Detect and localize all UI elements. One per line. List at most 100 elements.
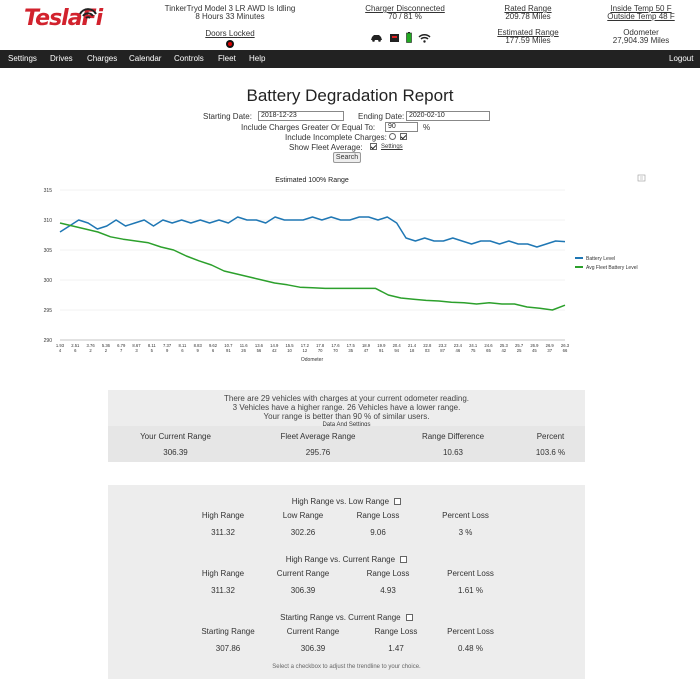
nav-help[interactable]: Help <box>249 54 266 63</box>
doors-status[interactable]: Doors Locked <box>190 30 270 48</box>
odometer-value: 27,904.39 Miles <box>612 36 670 45</box>
x-tick-sublabel: 42 <box>272 348 277 353</box>
incomplete-radio[interactable] <box>389 133 396 140</box>
odometer-label: Odometer <box>623 28 659 37</box>
x-tick-label: 17.6 <box>331 343 340 348</box>
nav-calendar[interactable]: Calendar <box>129 54 162 63</box>
comparison-3-header-1: Starting Range <box>201 627 255 636</box>
x-tick-label: 23.2 <box>438 343 447 348</box>
vehicle-status-line1: TinkerTryd Model 3 LR AWD Is Idling <box>164 4 296 13</box>
value-percent: 103.6 % <box>535 448 566 457</box>
y-tick-label: 305 <box>44 248 53 254</box>
comparison-1-value-4: 3 % <box>458 528 473 537</box>
x-tick-sublabel: 46 <box>456 348 461 353</box>
include-ge-input[interactable]: 90 <box>385 122 418 132</box>
rated-range-label[interactable]: Rated Range <box>504 4 552 13</box>
end-date-input[interactable]: 2020-02-10 <box>406 111 490 121</box>
comparison-1-header-2: Low Range <box>282 511 324 520</box>
chart-legend: Battery Level Avg Fleet Battery Level <box>575 256 638 271</box>
x-tick-sublabel: 26 <box>241 348 246 353</box>
estimated-range-label[interactable]: Estimated Range <box>497 28 559 37</box>
footer-note: Select a checkbox to adjust the trendlin… <box>272 664 421 670</box>
nav-logout[interactable]: Logout <box>669 54 694 63</box>
teslafi-logo[interactable]: TeslaFi <box>24 6 103 31</box>
estimated-range[interactable]: Estimated Range 177.59 Miles <box>488 29 568 45</box>
settings-link[interactable]: Settings <box>381 144 403 150</box>
x-tick-label: 21.4 <box>408 343 417 348</box>
comparison-2-header-1: High Range <box>201 569 245 578</box>
header-fleet-average-range: Fleet Average Range <box>280 432 356 441</box>
chart-menu-icon[interactable] <box>637 174 646 182</box>
x-tick-sublabel: 56 <box>257 348 262 353</box>
x-tick-sublabel: 37 <box>547 348 552 353</box>
fleet-checkbox[interactable] <box>370 143 377 150</box>
x-tick-label: 24.1 <box>469 343 478 348</box>
x-tick-label: 19.9 <box>377 343 386 348</box>
charger-status[interactable]: Charger Disconnected 70 / 81 % <box>350 5 460 21</box>
nav-charges[interactable]: Charges <box>87 54 118 63</box>
value-your-current-range: 306.39 <box>163 448 188 457</box>
y-tick-label: 295 <box>44 308 53 314</box>
legend-label: Battery Level <box>586 256 615 262</box>
value-fleet-average-range: 295.76 <box>305 448 331 457</box>
chart-title: Estimated 100% Range <box>275 177 349 184</box>
nav-settings[interactable]: Settings <box>8 54 37 63</box>
x-tick-sublabel: 6 <box>212 348 215 353</box>
comparison-2-value-2: 306.39 <box>290 586 316 595</box>
x-tick-label: 13.6 <box>255 343 264 348</box>
x-tick-label: 26.9 <box>546 343 555 348</box>
search-button[interactable]: Search <box>333 152 361 163</box>
comparison-2-checkbox[interactable] <box>400 556 408 563</box>
x-tick-label: 17.2 <box>301 343 310 348</box>
outside-temp[interactable]: Outside Temp 48 F <box>607 12 675 21</box>
comparison-2-header-2: Current Range <box>276 569 330 578</box>
header-percent: Percent <box>536 432 565 441</box>
x-tick-label: 6.79 <box>117 343 126 348</box>
degradation-chart: Estimated 100% Range 290295300305310315 … <box>44 174 646 363</box>
inside-temp[interactable]: Inside Temp 50 F <box>610 4 672 13</box>
x-tick-label: 8.11 <box>179 343 188 348</box>
nav-drives[interactable]: Drives <box>50 54 73 63</box>
include-ge-label: Include Charges Greater Or Equal To: <box>241 123 376 132</box>
x-tick-label: 10.7 <box>224 343 233 348</box>
x-tick-sublabel: 7 <box>120 348 123 353</box>
charger-value: 70 / 81 % <box>388 12 422 21</box>
comparison-3-value-1: 307.86 <box>215 644 241 653</box>
chart-x-ticks: 1.9342.5163.7625.3626.7978.6738.1157.379… <box>56 343 570 353</box>
x-tick-label: 3.76 <box>87 343 96 348</box>
comparison-3-header-3: Range Loss <box>374 627 418 636</box>
comparison-1-header-1: High Range <box>201 511 245 520</box>
wifi-logo-icon <box>79 8 97 19</box>
nav-controls[interactable]: Controls <box>174 54 204 63</box>
vehicle-status: TinkerTryd Model 3 LR AWD Is Idling 8 Ho… <box>150 5 310 21</box>
comparison-1-value-1: 311.32 <box>211 528 235 537</box>
incomplete-checkbox[interactable] <box>400 133 407 140</box>
data-settings-link[interactable]: Data And Settings <box>322 422 371 428</box>
charger-label[interactable]: Charger Disconnected <box>365 4 445 13</box>
x-tick-sublabel: 12 <box>303 348 308 353</box>
y-tick-label: 290 <box>44 338 53 344</box>
x-tick-label: 2.51 <box>71 343 80 348</box>
doors-label[interactable]: Doors Locked <box>205 29 255 38</box>
header-your-current-range: Your Current Range <box>140 432 211 441</box>
x-tick-sublabel: 25 <box>517 348 522 353</box>
comparison-2-value-3: 4.93 <box>380 586 396 595</box>
odometer: Odometer 27,904.39 Miles <box>596 29 686 45</box>
comparison-1-checkbox[interactable] <box>394 498 402 505</box>
rated-range[interactable]: Rated Range 209.78 Miles <box>488 5 568 21</box>
x-tick-label: 14.9 <box>270 343 279 348</box>
comparison-2-title-text: High Range vs. Current Range <box>285 555 396 564</box>
header: TeslaFi TinkerTryd Model 3 LR AWD Is Idl… <box>0 0 700 50</box>
x-tick-label: 15.5 <box>285 343 294 348</box>
comparison-3-checkbox[interactable] <box>405 614 413 621</box>
x-tick-sublabel: 91 <box>379 348 384 353</box>
estimated-range-value: 177.59 Miles <box>505 36 551 45</box>
nav-fleet[interactable]: Fleet <box>218 54 236 63</box>
temps[interactable]: Inside Temp 50 F Outside Temp 48 F <box>596 5 686 21</box>
start-date-input[interactable]: 2018-12-23 <box>258 111 344 121</box>
x-tick-sublabel: 3 <box>135 348 138 353</box>
x-tick-label: 11.6 <box>240 343 249 348</box>
x-tick-label: 18.9 <box>362 343 371 348</box>
fleet-summary-line3: Your range is better than 90 % of simila… <box>263 412 430 421</box>
header-range-difference: Range Difference <box>421 432 485 441</box>
